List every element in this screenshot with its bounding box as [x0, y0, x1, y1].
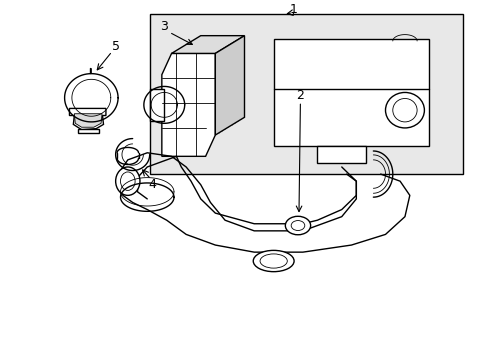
Polygon shape	[74, 114, 102, 127]
Text: 1: 1	[288, 3, 296, 15]
Polygon shape	[162, 53, 215, 156]
Polygon shape	[149, 89, 164, 121]
Ellipse shape	[290, 221, 304, 230]
Polygon shape	[69, 108, 106, 130]
Ellipse shape	[285, 216, 310, 235]
Polygon shape	[317, 146, 366, 163]
Ellipse shape	[385, 93, 424, 128]
FancyBboxPatch shape	[149, 14, 462, 174]
Polygon shape	[273, 39, 428, 146]
Polygon shape	[78, 129, 99, 133]
Ellipse shape	[120, 172, 135, 190]
Ellipse shape	[253, 250, 293, 272]
Text: 4: 4	[148, 178, 156, 191]
Text: 3: 3	[160, 20, 168, 33]
Polygon shape	[171, 36, 244, 53]
Ellipse shape	[392, 99, 416, 122]
Text: 5: 5	[111, 40, 120, 53]
Polygon shape	[215, 36, 244, 135]
Text: 2: 2	[296, 90, 304, 103]
Ellipse shape	[260, 254, 287, 268]
Ellipse shape	[116, 167, 140, 195]
